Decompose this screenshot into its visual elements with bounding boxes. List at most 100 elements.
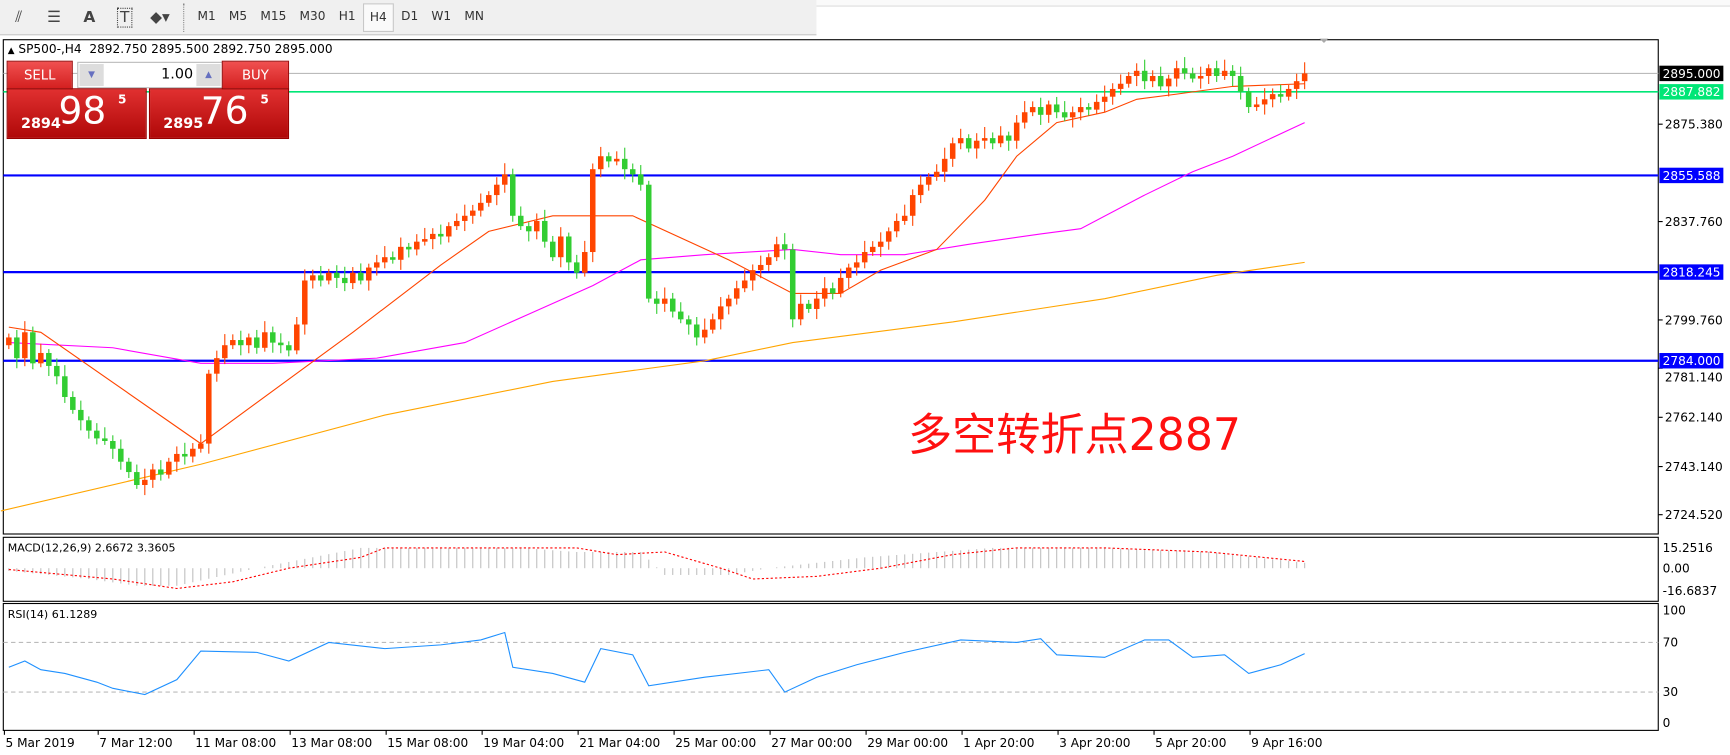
candle (310, 269, 316, 289)
candle-body (38, 352, 44, 364)
timeframe-w1[interactable]: W1 (431, 8, 452, 23)
candle-body (557, 236, 564, 258)
candle-body (533, 220, 540, 232)
timeframe-h4[interactable]: H4 (363, 2, 394, 32)
lot-value[interactable]: 1.00 (161, 66, 194, 83)
candle (174, 446, 180, 472)
candle (757, 255, 764, 279)
x-tick-label: 29 Mar 00:00 (867, 736, 948, 750)
candle (1053, 96, 1060, 119)
candle (837, 268, 844, 298)
candle-body (366, 267, 372, 281)
equidistant-channel-icon[interactable]: ⫽ (15, 8, 23, 26)
candle (430, 228, 436, 250)
sell-button[interactable]: SELL (6, 60, 73, 90)
x-tick-label: 13 Mar 08:00 (291, 736, 372, 750)
candle-body (781, 244, 788, 250)
candle (661, 287, 668, 312)
x-tick-label: 1 Apr 20:00 (963, 736, 1034, 750)
candle-body (645, 184, 652, 299)
candle (853, 254, 860, 276)
price-label-box (1659, 167, 1724, 184)
candle-body (14, 337, 20, 359)
candle-body (893, 220, 900, 232)
candle (861, 240, 868, 269)
candle (14, 329, 20, 369)
candle (749, 264, 756, 291)
candle-body (541, 220, 548, 242)
candle-body (46, 352, 52, 366)
collapse-triangle-icon[interactable]: ▲ (7, 45, 15, 56)
timeframe-m30[interactable]: M30 (299, 8, 326, 23)
timeframe-d1[interactable]: D1 (401, 8, 419, 23)
lot-increase-button[interactable]: ▲ (196, 63, 221, 87)
candle (1245, 87, 1252, 114)
candle-body (478, 202, 484, 211)
buy-button[interactable]: BUY (221, 60, 290, 90)
price-label-box (1659, 65, 1724, 82)
candle-body (270, 332, 276, 343)
candle-body (549, 241, 556, 258)
candle (597, 146, 604, 178)
candle (821, 277, 828, 307)
candle-body (605, 156, 612, 162)
candle-body (725, 298, 732, 307)
candle (318, 265, 324, 287)
candle-body (86, 420, 92, 431)
candle-body (414, 241, 420, 250)
candle (494, 177, 500, 206)
candle-body (981, 138, 988, 141)
text-label-icon[interactable]: T (108, 3, 141, 32)
candle (1101, 85, 1108, 112)
candle-body (957, 138, 964, 144)
candle (813, 291, 820, 320)
candle (709, 313, 716, 334)
candle (925, 173, 932, 191)
price-label: 2855.588 (1663, 169, 1721, 183)
candle-body (1133, 70, 1140, 76)
sell-price-button[interactable]: 2894 98 5 (6, 88, 147, 140)
timeframe-m5[interactable]: M5 (228, 8, 248, 23)
lot-size-input[interactable]: ▼ 1.00 ▲ (77, 61, 223, 89)
candle (110, 435, 116, 459)
candle-body (318, 275, 324, 281)
candle (1133, 63, 1140, 87)
candle-body (198, 443, 204, 449)
timeframe-m15[interactable]: M15 (260, 8, 287, 23)
y-tick-label: 2743.140 (1665, 460, 1723, 474)
candle (1125, 72, 1132, 88)
candle (166, 457, 172, 479)
chart-shift-marker-icon (1319, 38, 1329, 44)
x-tick-label: 11 Mar 08:00 (195, 736, 276, 750)
ma-slow-line (0, 261, 1305, 512)
candle-body (94, 430, 100, 439)
buy-price-prefix: 2895 (163, 115, 204, 133)
candle-body (877, 241, 884, 247)
candle (454, 213, 460, 231)
timeframe-m1[interactable]: M1 (197, 8, 216, 23)
candle-body (997, 135, 1004, 144)
candle-body (22, 332, 28, 359)
candle (621, 147, 628, 180)
lot-decrease-button[interactable]: ▼ (79, 63, 104, 87)
buy-price-button[interactable]: 2895 76 5 (148, 88, 290, 140)
macd-histogram (8, 547, 1306, 586)
candle-body (1261, 99, 1268, 105)
candle-body (350, 272, 356, 284)
text-icon[interactable]: A (83, 8, 96, 26)
timeframe-h1[interactable]: H1 (338, 8, 356, 23)
candle-body (733, 288, 740, 299)
candle (438, 224, 444, 245)
timeframe-group: M1 M5 M15 M30 H1 H4 D1 W1 MN (192, 2, 492, 32)
fibonacci-icon[interactable]: ☰ (47, 8, 61, 26)
candle-body (334, 272, 340, 278)
arrows-icon[interactable]: ◆▾ (150, 8, 170, 26)
candle (629, 163, 636, 183)
candle (645, 180, 652, 303)
candle-body (1061, 112, 1068, 118)
candle (102, 427, 108, 445)
sell-price-prefix: 2894 (20, 115, 61, 133)
timeframe-mn[interactable]: MN (464, 8, 484, 23)
candle (557, 227, 564, 268)
candle (390, 251, 396, 264)
